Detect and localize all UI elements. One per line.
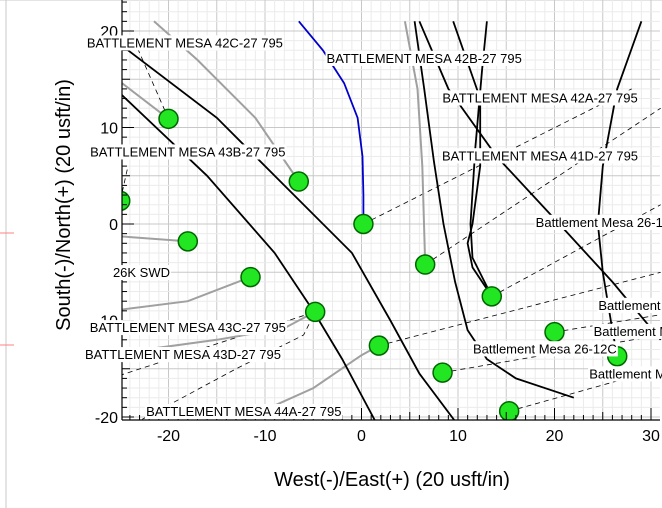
x-tick-label: 10 xyxy=(449,428,467,445)
well-label-overlay-background xyxy=(89,144,287,160)
x-tick-label: 20 xyxy=(546,428,564,445)
well-label-overlay: BATTLEMENT MESA 44A-27 795 xyxy=(146,404,341,419)
target-marker xyxy=(368,335,390,356)
well-label-overlay: BATTLEMENT MESA 43B-27 795 xyxy=(90,144,285,159)
projection-dashed-line xyxy=(137,48,169,119)
offset-well-path xyxy=(122,93,376,420)
x-tick-label: -20 xyxy=(157,428,180,445)
well-label-overlay: BATTLEMENT MESA 42A-27 795 xyxy=(442,90,637,105)
projection-dashed-line xyxy=(122,166,129,195)
well-label-overlay-background xyxy=(592,323,662,339)
well-label-overlay: BATTLEMENT MESA 43D-27 795 xyxy=(85,347,281,362)
target-marker xyxy=(158,108,179,130)
offset-well-path-gray xyxy=(122,276,251,311)
well-label-overlay: Battlement Mesa 26-12C xyxy=(473,341,617,356)
well-label-overlay-background xyxy=(85,35,284,51)
well-label-overlay: Battlement Mesa 26-13C xyxy=(598,298,662,313)
x-tick-label: 30 xyxy=(642,428,660,445)
offset-well-path-gray xyxy=(122,235,188,243)
well-label-overlay: BATTLEMENT MESA 41D-27 795 xyxy=(442,148,638,163)
projection-dashed-line xyxy=(378,271,661,346)
y-tick-label: 0 xyxy=(109,217,118,234)
target-marker xyxy=(353,213,374,235)
target-marker xyxy=(481,286,503,307)
target-marker xyxy=(288,171,310,192)
well-label-overlay: Battlement Mesa 26-12C xyxy=(594,324,662,339)
overlay-labels: BATTLEMENT MESA 42C-27 795 BATTLEMENT MES… xyxy=(83,35,662,420)
offset-well-path-gray xyxy=(122,81,170,120)
target-marker xyxy=(414,254,436,275)
well-label-overlay-background xyxy=(534,214,662,230)
well-label-overlay-background xyxy=(83,347,282,363)
well-label-overlay-background xyxy=(441,90,639,106)
target-marker xyxy=(498,400,520,420)
well-label-overlay: BATTLEMENT MESA 42C-27 795 xyxy=(87,35,283,50)
well-label-overlay: Battlement Mesa 26-11C xyxy=(589,366,662,381)
target-marker xyxy=(122,190,131,211)
well-label-overlay-background xyxy=(441,148,640,164)
well-label-overlay-background xyxy=(88,320,287,336)
projection-dashed-line xyxy=(424,107,661,265)
well-label-overlay-background xyxy=(588,366,662,382)
well-label-overlay-background xyxy=(471,341,618,357)
target-marker xyxy=(304,301,326,323)
y-tick-label: -20 xyxy=(95,410,118,427)
offset-well-path xyxy=(418,20,662,341)
y-axis-title: South(-)/North(+) (20 usft/in) xyxy=(53,79,75,331)
offset-well-path xyxy=(122,44,456,420)
target-marker xyxy=(544,321,565,343)
well-label-overlay-background xyxy=(597,297,662,313)
x-axis-title: West(-)/East(+) (20 usft/in) xyxy=(274,469,510,491)
x-tick-label: -10 xyxy=(253,428,276,445)
target-marker xyxy=(432,362,453,383)
axes-layer: -20-100102030-20-1001020West(-)/East(+) … xyxy=(53,0,660,491)
target-marker xyxy=(177,231,199,252)
offset-well-path xyxy=(413,21,575,399)
well-label-overlay: Battlement Mesa 26-14C xyxy=(536,215,662,230)
well-label-overlay-background xyxy=(145,404,343,420)
target-marker xyxy=(240,266,261,288)
subject-well-path xyxy=(298,20,365,224)
y-tick-label: 10 xyxy=(100,121,118,138)
well-label-overlay: 26K SWD xyxy=(113,265,170,280)
well-label-overlay: BATTLEMENT MESA 43C-27 795 xyxy=(90,320,286,335)
well-label-overlay-background xyxy=(325,50,523,66)
well-label-overlay-background xyxy=(111,265,172,281)
well-label-overlay: BATTLEMENT MESA 42B-27 795 xyxy=(327,51,522,66)
x-tick-label: 0 xyxy=(357,428,366,445)
